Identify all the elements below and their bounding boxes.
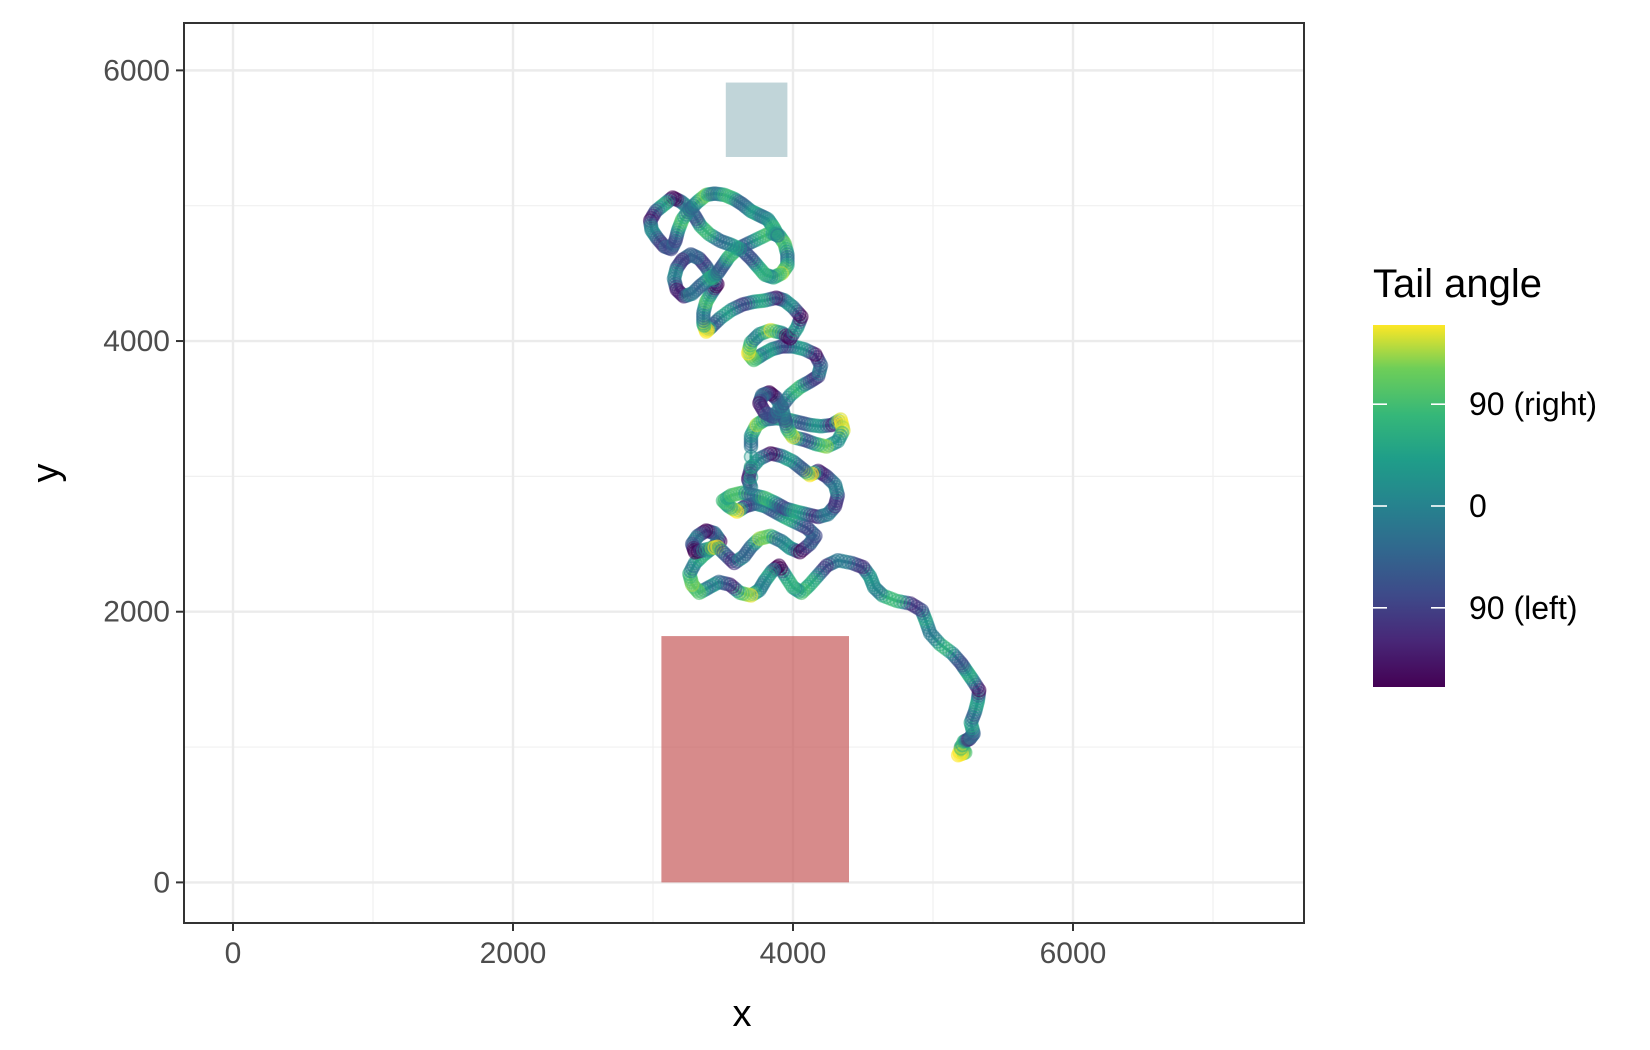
x-axis-title: x [733,993,752,1035]
track-point [743,459,759,475]
y-tick-label: 2000 [103,596,170,629]
colorbar-label: 0 [1469,488,1487,524]
track-point [743,469,759,485]
track-layer [642,186,987,763]
plot-panel-border [183,22,1305,924]
x-tick-label: 6000 [1040,937,1107,970]
x-tick-label: 2000 [480,937,547,970]
track-point [770,228,785,243]
legend: Tail angle 90 (left) 0 90 (right) [1373,262,1597,687]
legend-ticks: 90 (left) 0 90 (right) [1373,386,1597,626]
x-tick-label: 4000 [760,937,827,970]
x-tick-label: 0 [225,937,242,970]
start-zone [661,636,849,883]
x-axis: 0 2000 4000 6000 [225,923,1107,970]
legend-title: Tail angle [1373,262,1542,306]
zones-layer [661,82,849,883]
y-tick-label: 0 [153,866,170,899]
y-tick-label: 4000 [103,325,170,358]
track-point [743,479,759,495]
colorbar-label: 90 (left) [1469,590,1577,626]
colorbar-label: 90 (right) [1469,386,1597,422]
y-axis: 0 2000 4000 6000 [103,54,184,899]
target-zone [725,82,788,157]
y-tick-label: 6000 [103,54,170,87]
y-axis-title: y [25,464,67,483]
